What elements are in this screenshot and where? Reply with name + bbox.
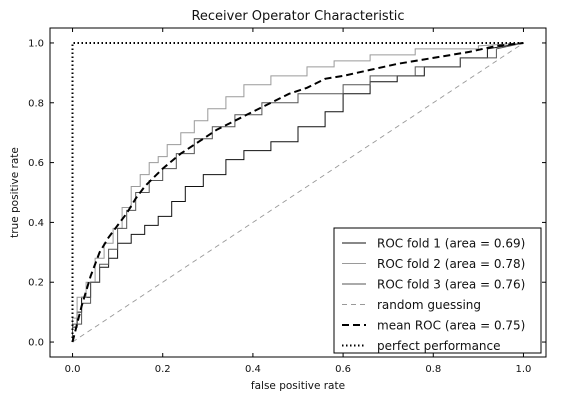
series-line-2 xyxy=(72,42,524,342)
legend-entry: perfect performance xyxy=(377,339,501,353)
x-tick-label: 0.4 xyxy=(245,364,261,375)
y-tick-label: 0.8 xyxy=(28,98,44,109)
y-tick-label: 0.2 xyxy=(28,278,44,289)
y-tick-label: 0.4 xyxy=(28,218,44,229)
legend-box xyxy=(333,227,542,354)
x-tick-label: 0.6 xyxy=(335,364,351,375)
legend: ROC fold 1 (area = 0.69) ROC fold 2 (area… xyxy=(333,227,542,354)
legend-entry: mean ROC (area = 0.75) xyxy=(377,319,525,333)
legend-entry: ROC fold 1 (area = 0.69) xyxy=(377,237,525,251)
series-line-4 xyxy=(72,42,524,343)
plot-frame xyxy=(49,27,547,358)
y-axis-label: true positive rate xyxy=(9,147,21,238)
x-axis-label: false positive rate xyxy=(251,380,345,392)
series-layer xyxy=(71,42,524,343)
legend-entry: ROC fold 2 (area = 0.78) xyxy=(377,257,525,271)
legend-entry: ROC fold 3 (area = 0.76) xyxy=(377,278,525,292)
legend-entry: random guessing xyxy=(377,298,481,312)
y-tick-label: 0.0 xyxy=(28,338,44,349)
series-line-3 xyxy=(72,42,524,342)
x-tick-label: 0.0 xyxy=(65,364,81,375)
ticks-layer: 0.0 0.2 0.4 0.6 0.8 1.0 0.0 0.2 0.4 0.6 0.8 1.0 xyxy=(28,28,546,375)
x-tick-label: 1.0 xyxy=(516,364,532,375)
y-tick-label: 1.0 xyxy=(28,38,44,49)
chart-title: Receiver Operator Characteristic xyxy=(191,9,404,24)
series-line-5 xyxy=(71,42,524,343)
y-tick-label: 0.6 xyxy=(28,158,44,169)
x-tick-label: 0.2 xyxy=(155,364,171,375)
x-tick-label: 0.8 xyxy=(425,364,441,375)
